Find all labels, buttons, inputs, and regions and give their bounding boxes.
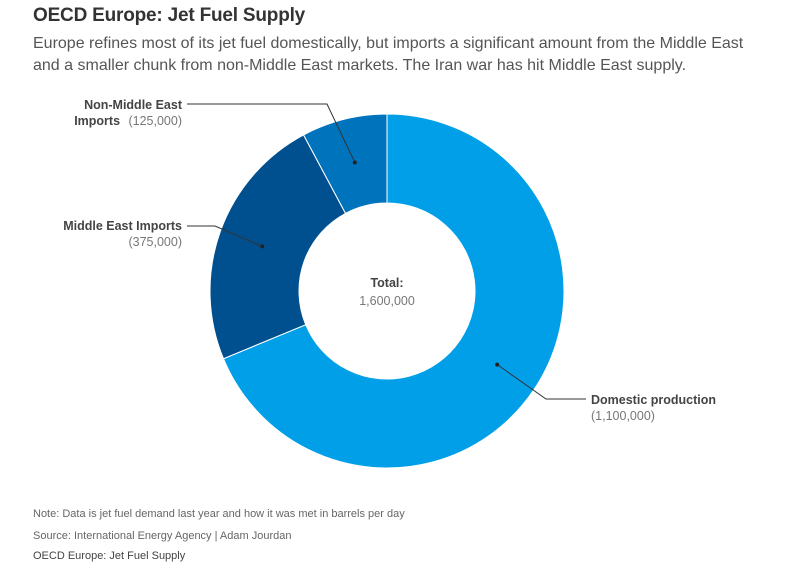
leader-domestic bbox=[496, 364, 586, 400]
label-domestic-name: Domestic production bbox=[591, 393, 716, 407]
slice-non-middle-east-imports bbox=[302, 113, 388, 215]
chart-subtitle: Europe refines most of its jet fuel dome… bbox=[33, 35, 744, 74]
slice-middle-east-imports bbox=[209, 134, 347, 360]
footer-credit: OECD Europe: Jet Fuel Supply bbox=[33, 550, 186, 562]
footer-source: Source: International Energy Agency | Ad… bbox=[33, 530, 292, 542]
label-nonme-line2: Imports bbox=[74, 114, 120, 128]
leader-non-middle-east bbox=[187, 103, 356, 163]
label-me-value: (375,000) bbox=[128, 235, 182, 249]
center-total-value: 1,600,000 bbox=[359, 294, 415, 308]
slice-domestic-production bbox=[222, 113, 565, 469]
label-me-name: Middle East Imports bbox=[63, 219, 182, 233]
label-nonme-line2-group: Imports (125,000) bbox=[74, 112, 182, 129]
label-domestic-value: (1,100,000) bbox=[591, 409, 655, 423]
footer-note: Note: Data is jet fuel demand last year … bbox=[33, 508, 405, 520]
leader-domestic-dot bbox=[495, 362, 500, 367]
leader-middle-east-dot bbox=[260, 244, 265, 249]
leader-non-middle-east-dot bbox=[352, 160, 357, 165]
center-total-label: Total: bbox=[370, 276, 403, 290]
label-nonme-value: (125,000) bbox=[128, 114, 182, 128]
leader-middle-east bbox=[187, 225, 263, 247]
label-nonme-line1: Non-Middle East bbox=[84, 98, 183, 112]
chart-title: OECD Europe: Jet Fuel Supply bbox=[33, 5, 306, 26]
